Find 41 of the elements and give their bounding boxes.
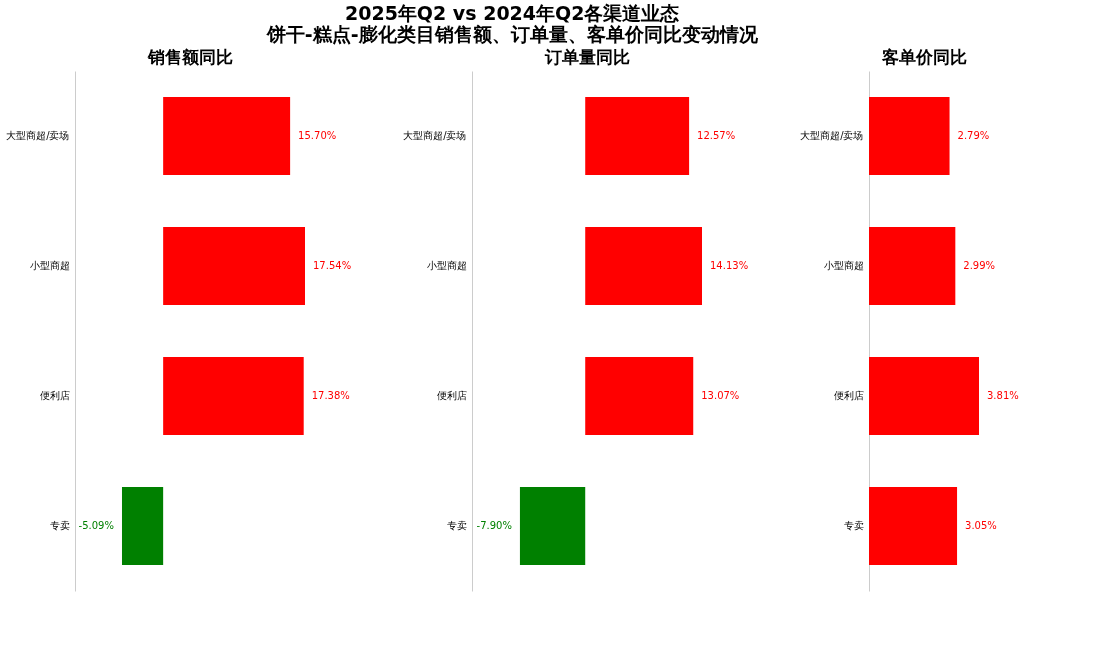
- bar: [519, 487, 586, 565]
- y-tick-label: 大型商超/卖场: [403, 130, 467, 141]
- text: 2025年Q2 vs 2024年Q2各渠道业态: [344, 2, 680, 24]
- y-tick-label: 大型商超/卖场: [800, 130, 864, 141]
- data-label: 14.13%: [710, 260, 749, 271]
- y-tick-label: 专卖: [49, 520, 70, 531]
- y-tick-label: 便利店: [833, 390, 864, 401]
- data-label: 13.07%: [701, 390, 740, 401]
- data-label: -5.09%: [78, 520, 114, 531]
- y-tick-label: 小型商超: [29, 260, 70, 271]
- data-label: -7.90%: [476, 520, 512, 531]
- data-label: 2.99%: [963, 260, 996, 271]
- bar: [585, 357, 694, 435]
- bar: [585, 97, 690, 175]
- bar: [163, 97, 291, 175]
- bar: [121, 487, 164, 565]
- y-tick-label: 大型商超/卖场: [6, 130, 70, 141]
- chart-title: 销售额同比: [146, 47, 233, 67]
- bar: [163, 227, 305, 305]
- bar: [869, 357, 979, 435]
- data-label: 3.81%: [987, 390, 1019, 401]
- bar: [869, 487, 958, 565]
- chart-title: 订单量同比: [543, 47, 630, 67]
- data-label: 2.79%: [957, 130, 990, 141]
- data-label: 12.57%: [697, 130, 736, 141]
- bar: [869, 97, 950, 175]
- bar: [585, 227, 702, 305]
- y-tick-label: 专卖: [843, 520, 864, 531]
- bar: [869, 227, 956, 305]
- y-tick-label: 专卖: [446, 520, 467, 531]
- y-tick-label: 小型商超: [426, 260, 467, 271]
- data-label: 17.54%: [313, 260, 352, 271]
- data-label: 15.70%: [298, 130, 337, 141]
- y-tick-label: 便利店: [39, 390, 70, 401]
- bar: [163, 357, 304, 435]
- text: 饼干-糕点-膨化类目销售额、订单量、客单价同比变动情况: [265, 23, 759, 45]
- chart-title: 客单价同比: [880, 47, 967, 67]
- y-tick-label: 小型商超: [823, 260, 864, 271]
- data-label: 3.05%: [965, 520, 997, 531]
- data-label: 17.38%: [311, 390, 350, 401]
- y-tick-label: 便利店: [436, 390, 467, 401]
